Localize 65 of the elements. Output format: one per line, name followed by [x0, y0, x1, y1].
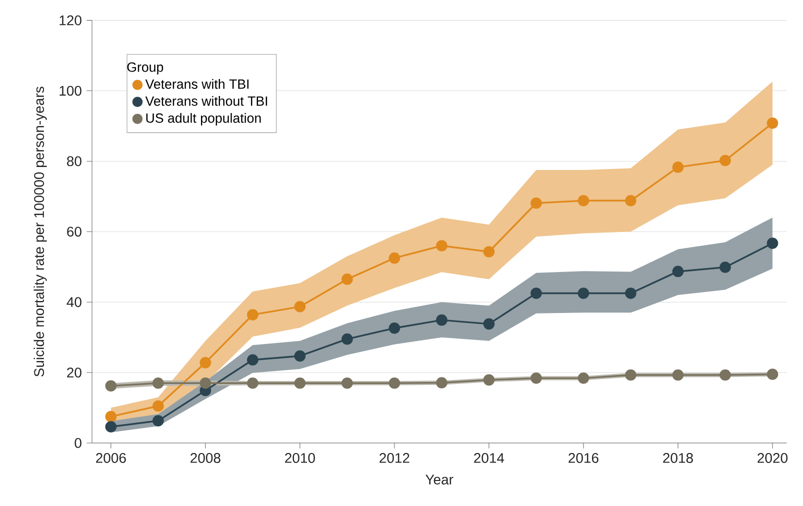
point: [672, 369, 684, 381]
point: [247, 377, 258, 389]
x-tick-label: 2012: [380, 453, 410, 463]
x-tick-label: 2010: [285, 453, 315, 463]
y-tick-label: 60: [67, 226, 82, 237]
point: [294, 350, 306, 362]
point: [720, 369, 731, 381]
x-tick-label: 2018: [663, 453, 693, 463]
point: [766, 238, 778, 249]
point: [483, 374, 495, 386]
x-tick-label: 2008: [190, 453, 220, 463]
point: [105, 421, 117, 432]
legend-label: US adult population: [146, 113, 261, 126]
point: [578, 372, 590, 384]
point: [342, 274, 353, 285]
point: [672, 266, 684, 278]
point: [530, 372, 542, 384]
point: [200, 357, 212, 368]
point: [672, 162, 684, 173]
point: [388, 252, 400, 264]
point: [578, 194, 590, 206]
point: [436, 240, 448, 252]
point: [105, 410, 117, 422]
x-tick-label: 2006: [96, 453, 126, 463]
point: [200, 377, 212, 389]
y-tick-label: 20: [67, 368, 82, 378]
point: [105, 380, 117, 392]
point: [294, 301, 306, 312]
point: [766, 368, 778, 380]
point: [625, 288, 636, 299]
x-tick-label: 2020: [758, 453, 788, 463]
point: [152, 400, 164, 412]
point: [720, 262, 731, 273]
point: [152, 377, 164, 389]
point: [388, 322, 400, 334]
legend-label: Veterans with TBI: [145, 79, 249, 89]
y-tick-label: 40: [66, 297, 82, 308]
point: [530, 288, 542, 299]
point: [766, 118, 778, 129]
point: [625, 369, 636, 381]
point: [720, 154, 731, 166]
point: [578, 288, 590, 299]
x-axis-title: Year: [426, 474, 454, 485]
point: [436, 377, 448, 388]
point: [625, 194, 636, 206]
point: [483, 318, 495, 330]
legend-label: Veterans without TBI: [145, 96, 268, 106]
point: [342, 377, 353, 389]
y-tick-label: 100: [60, 86, 82, 96]
point: [247, 309, 258, 320]
point: [483, 246, 495, 258]
point: [247, 354, 258, 366]
y-tick-label: 80: [67, 156, 82, 166]
legend-title: Group: [127, 62, 164, 74]
point: [294, 377, 306, 389]
point: [152, 415, 164, 426]
point: [436, 314, 448, 326]
x-tick-label: 2014: [474, 453, 504, 463]
x-tick-label: 2016: [568, 453, 598, 463]
point: [388, 377, 400, 389]
point: [342, 333, 353, 345]
y-tick-label: 0: [74, 438, 82, 448]
y-tick-label: 120: [60, 15, 82, 26]
y-axis-title: Suicide mortality rate per 100000 person-years: [34, 86, 47, 377]
point: [530, 197, 542, 209]
